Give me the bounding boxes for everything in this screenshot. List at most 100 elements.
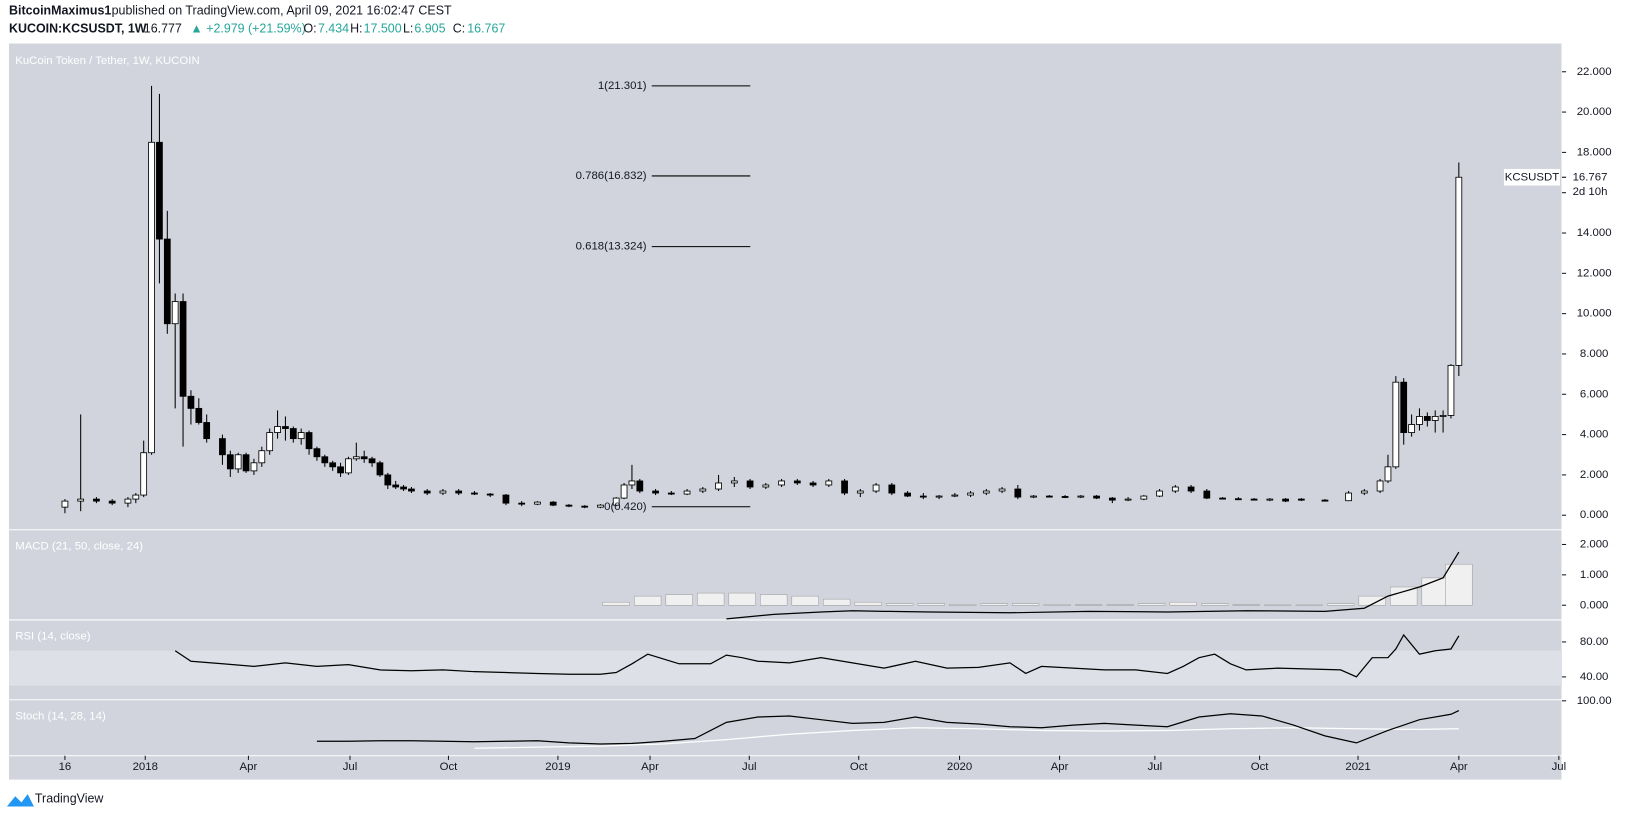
y-tick-label: 40.00 xyxy=(1580,671,1609,683)
candle-body xyxy=(982,490,990,494)
candle-body xyxy=(1124,498,1132,501)
brand-logo[interactable]: TradingView xyxy=(6,792,104,807)
macd-histogram-bar xyxy=(1390,586,1418,606)
candle-body xyxy=(1400,381,1408,433)
candle-body xyxy=(518,502,526,505)
macd-histogram-bar xyxy=(697,592,725,606)
candle-body xyxy=(1030,495,1037,498)
candle-body xyxy=(1171,486,1179,492)
x-tick-label: 2021 xyxy=(1345,761,1370,773)
candle-body xyxy=(195,407,203,423)
candle-body xyxy=(534,501,541,505)
candle-body xyxy=(108,500,116,504)
candle-body xyxy=(951,494,959,497)
macd-histogram-bar xyxy=(791,595,819,606)
candle-body xyxy=(77,498,85,502)
candle-body xyxy=(408,488,415,492)
macd-histogram-bar xyxy=(1169,601,1197,606)
candle-body xyxy=(163,238,171,325)
candle-body xyxy=(667,492,675,495)
l-value: 6.905 xyxy=(414,21,445,35)
x-tick-label: Apr xyxy=(641,761,659,773)
candle-body xyxy=(156,141,163,240)
macd-histogram-bar xyxy=(854,601,882,606)
x-tick-label: Oct xyxy=(1251,761,1270,773)
fib-label: 0.786(16.832) xyxy=(576,170,647,182)
y-tick-label: 4.000 xyxy=(1580,429,1609,441)
brand[interactable]: TradingView xyxy=(35,792,104,806)
h-value: 17.500 xyxy=(364,21,402,35)
macd-histogram-bar xyxy=(634,595,662,606)
price-tag-label: 16.767 xyxy=(1573,171,1608,183)
candle-body xyxy=(289,428,297,440)
y-tick-label: 2.000 xyxy=(1580,538,1609,550)
macd-histogram-bar xyxy=(1075,604,1103,606)
o-value: 7.434 xyxy=(318,21,349,35)
candle-body xyxy=(203,422,211,440)
candle-body xyxy=(904,492,911,497)
x-tick-label: Jul xyxy=(1552,761,1567,773)
candle-body xyxy=(967,492,974,496)
fib-label: 0.618(13.324) xyxy=(576,241,647,253)
macd-histogram-bar xyxy=(917,603,945,606)
candle-body xyxy=(597,504,604,508)
candle-body xyxy=(762,484,770,488)
candle-body xyxy=(715,482,722,490)
pane-title: Stoch (14, 28, 14) xyxy=(15,710,106,722)
price-tag-countdown: 2d 10h xyxy=(1573,186,1608,198)
candle-body xyxy=(234,454,242,470)
candle-body xyxy=(423,490,431,494)
candle-body xyxy=(502,494,510,504)
candle-body xyxy=(998,488,1006,492)
candle-body xyxy=(1408,424,1415,433)
candle-body xyxy=(1423,416,1431,421)
candle-body xyxy=(337,466,344,474)
header-line: KUCOIN:KCSUSDT, 1W 16.777 ▲ +2.979 (+21.… xyxy=(9,21,505,35)
header-publisher[interactable]: BitcoinMaximus1 xyxy=(9,4,111,18)
candle-body xyxy=(1045,495,1053,498)
c-label: C: xyxy=(453,21,465,35)
candle-body xyxy=(1376,480,1384,492)
x-tick-label: 16 xyxy=(59,761,72,773)
x-tick-label: Apr xyxy=(1051,761,1069,773)
candle-body xyxy=(329,462,337,468)
candle-body xyxy=(345,458,352,474)
price-tag-box xyxy=(1503,168,1560,186)
candle-body xyxy=(219,438,226,456)
candle-body xyxy=(746,480,754,488)
candle-body xyxy=(352,456,360,460)
candle-body xyxy=(171,301,179,325)
candle-body xyxy=(486,493,494,496)
candle-body xyxy=(1297,498,1305,501)
candle-body xyxy=(400,486,407,490)
candle-body xyxy=(1416,416,1423,425)
rsi-line xyxy=(174,633,1460,678)
candle-body xyxy=(61,500,69,508)
c-value: 16.767 xyxy=(467,21,505,35)
y-tick-label: 2.000 xyxy=(1580,469,1609,481)
candle-body xyxy=(148,141,155,454)
y-tick-label: 22.000 xyxy=(1577,66,1612,78)
candle-body xyxy=(581,505,589,508)
x-tick-label: Apr xyxy=(1450,761,1468,773)
price-tag-name: KCSUSDT xyxy=(1505,171,1559,183)
candle-body xyxy=(1392,381,1400,468)
candle-body xyxy=(1140,495,1148,500)
candle-body xyxy=(376,462,384,476)
axis-unit: USDT xyxy=(1579,54,1608,65)
y-tick-label: 18.000 xyxy=(1577,146,1612,158)
y-tick-label: 20.000 xyxy=(1577,106,1612,118)
candle-body xyxy=(439,490,447,494)
y-tick-label: 8.000 xyxy=(1580,348,1609,360)
candle-body xyxy=(699,488,707,492)
y-tick-label: 0.000 xyxy=(1580,509,1609,521)
rsi-band xyxy=(9,650,1563,686)
y-tick-label: 14.000 xyxy=(1577,227,1612,239)
x-tick-label: 2019 xyxy=(545,761,570,773)
candle-body xyxy=(1384,466,1392,482)
candle-body xyxy=(683,490,691,495)
candle-body xyxy=(636,480,644,492)
stoch-line xyxy=(474,727,1459,749)
h-label: H: xyxy=(350,21,362,35)
